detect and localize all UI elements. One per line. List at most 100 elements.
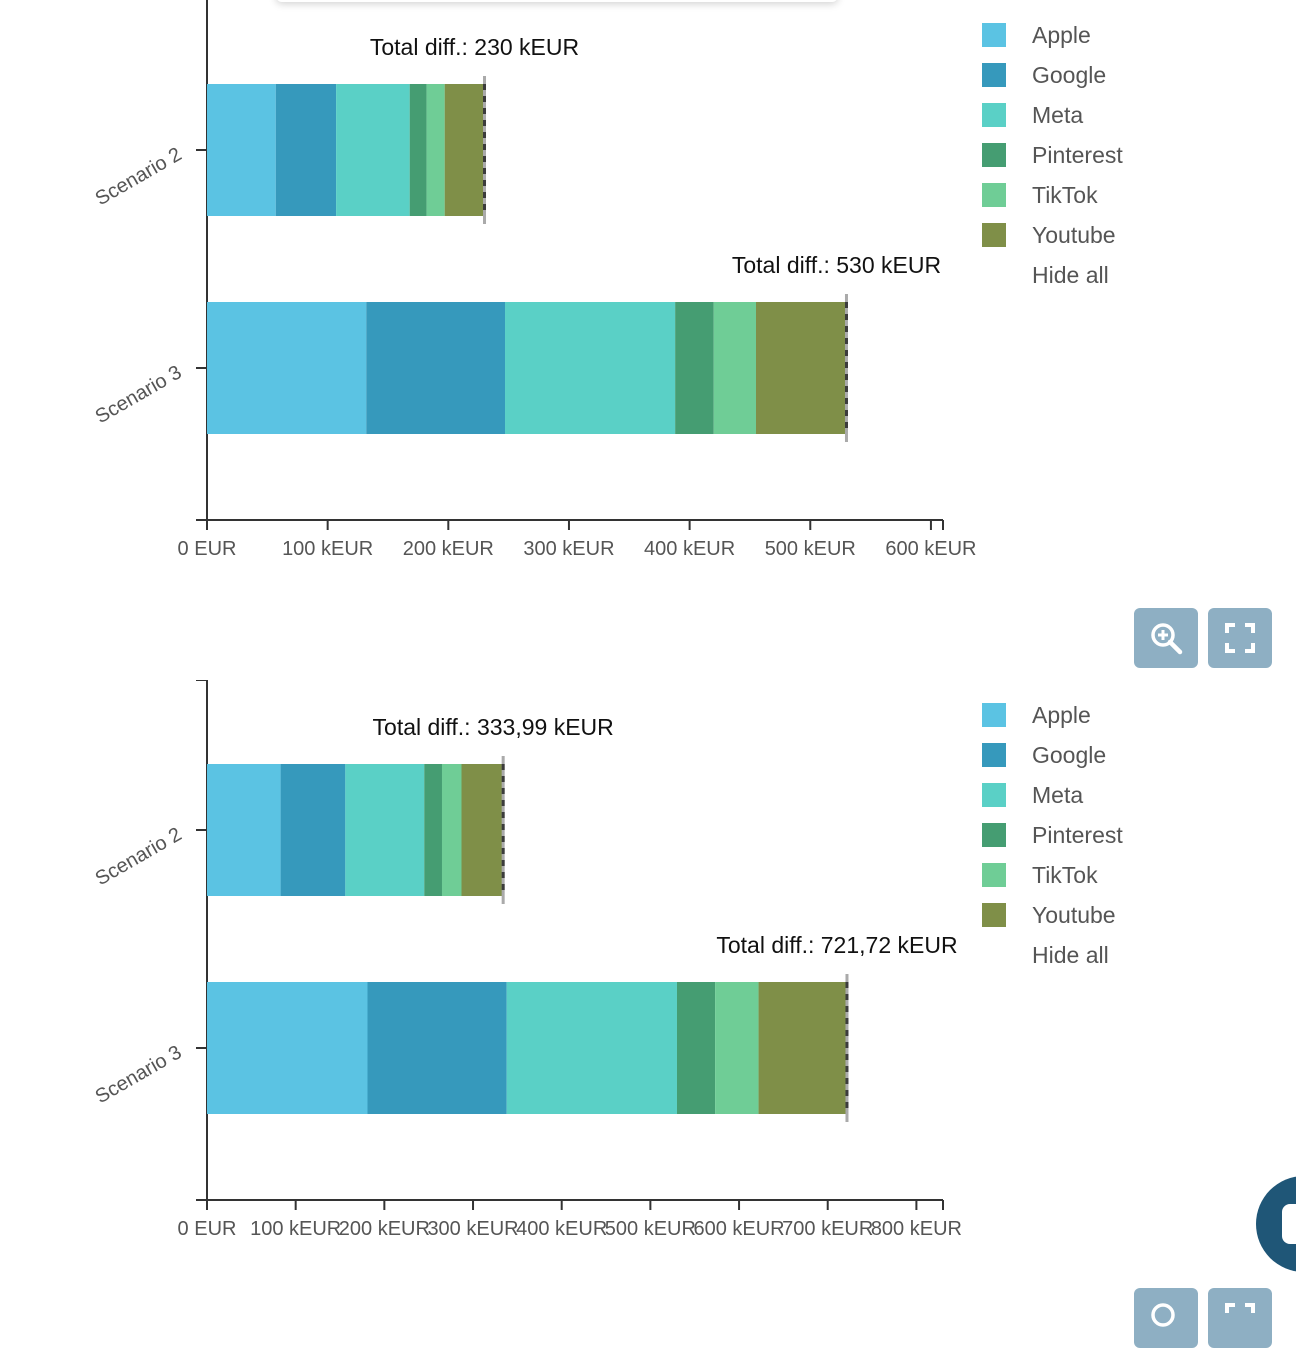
bar-segment-pinterest[interactable] <box>675 302 714 434</box>
bar-segment-google[interactable] <box>367 982 507 1114</box>
legend-label: TikTok <box>1032 861 1098 888</box>
legend-swatch <box>982 223 1006 247</box>
total-diff-annotation: Total diff.: 230 kEUR <box>370 34 579 60</box>
x-tick-label: 700 kEUR <box>782 1218 873 1240</box>
fullscreen-icon <box>1225 1303 1255 1313</box>
legend-item-tiktok[interactable]: TikTok <box>982 175 1123 215</box>
legend-label: Apple <box>1032 701 1091 728</box>
fullscreen-button-2[interactable] <box>1208 1288 1272 1348</box>
bar-segment-tiktok[interactable] <box>441 764 462 896</box>
bar-segment-google[interactable] <box>275 84 337 216</box>
x-tick-label: 300 kEUR <box>523 538 614 560</box>
legend-item-tiktok[interactable]: TikTok <box>982 855 1123 895</box>
chart-2-legend: Apple Google Meta Pinterest TikTok Youtube Hid… <box>982 695 1123 975</box>
legend-item-youtube[interactable]: Youtube <box>982 895 1123 935</box>
bar-segment-pinterest[interactable] <box>409 84 427 216</box>
legend-swatch <box>982 863 1006 887</box>
x-tick-label: 400 kEUR <box>516 1218 607 1240</box>
legend-item-meta[interactable]: Meta <box>982 95 1123 135</box>
x-tick-label: 100 kEUR <box>250 1218 341 1240</box>
bar-segment-meta[interactable] <box>506 982 677 1114</box>
x-tick-label: 300 kEUR <box>427 1218 518 1240</box>
legend-item-pinterest[interactable]: Pinterest <box>982 815 1123 855</box>
bar-segment-youtube[interactable] <box>758 982 848 1114</box>
x-tick-label: 600 kEUR <box>693 1218 784 1240</box>
bar-segment-youtube[interactable] <box>755 302 847 434</box>
x-tick-label: 100 kEUR <box>282 538 373 560</box>
legend-hide-all[interactable]: Hide all <box>982 935 1123 975</box>
legend-label: Pinterest <box>1032 821 1123 848</box>
y-category-label: Scenario 2 <box>92 143 186 210</box>
legend-item-google[interactable]: Google <box>982 55 1123 95</box>
legend-swatch <box>982 703 1006 727</box>
legend-label: Meta <box>1032 781 1084 808</box>
x-tick-label: 200 kEUR <box>339 1218 430 1240</box>
bar-segment-pinterest[interactable] <box>424 764 442 896</box>
legend-hide-all-label: Hide all <box>1032 261 1109 288</box>
legend-swatch <box>982 63 1006 87</box>
bar-segment-meta[interactable] <box>336 84 410 216</box>
x-tick-label: 500 kEUR <box>765 538 856 560</box>
legend-item-youtube[interactable]: Youtube <box>982 215 1123 255</box>
legend-swatch <box>982 743 1006 767</box>
bar-segment-youtube[interactable] <box>444 84 485 216</box>
legend-swatch <box>982 103 1006 127</box>
legend-label: Youtube <box>1032 221 1116 248</box>
fullscreen-button[interactable] <box>1208 608 1272 668</box>
legend-label: Apple <box>1032 21 1091 48</box>
legend-label: Meta <box>1032 101 1084 128</box>
legend-swatch <box>982 823 1006 847</box>
legend-label: Google <box>1032 741 1107 768</box>
bar-segment-apple[interactable] <box>207 764 281 896</box>
zoom-in-icon <box>1151 623 1183 655</box>
tooltip-popup-edge <box>276 0 838 2</box>
bar-segment-pinterest[interactable] <box>676 982 716 1114</box>
bar-segment-apple[interactable] <box>207 982 368 1114</box>
x-tick-label: 600 kEUR <box>885 538 976 560</box>
total-diff-annotation: Total diff.: 333,99 kEUR <box>373 714 614 740</box>
y-category-label: Scenario 2 <box>92 823 186 890</box>
bar-segment-apple[interactable] <box>207 84 276 216</box>
chat-icon <box>1282 1204 1296 1244</box>
x-tick-label: 500 kEUR <box>605 1218 696 1240</box>
fullscreen-icon <box>1225 623 1255 653</box>
legend-label: TikTok <box>1032 181 1098 208</box>
bar-segment-meta[interactable] <box>505 302 676 434</box>
bar-segment-google[interactable] <box>366 302 506 434</box>
y-category-label: Scenario 3 <box>92 361 186 428</box>
total-diff-annotation: Total diff.: 530 kEUR <box>732 252 941 278</box>
legend-label: Pinterest <box>1032 141 1123 168</box>
legend-label: Google <box>1032 61 1107 88</box>
legend-item-pinterest[interactable]: Pinterest <box>982 135 1123 175</box>
x-tick-label: 0 EUR <box>178 538 237 560</box>
bar-segment-tiktok[interactable] <box>715 982 759 1114</box>
legend-item-meta[interactable]: Meta <box>982 775 1123 815</box>
bar-segment-apple[interactable] <box>207 302 367 434</box>
bar-segment-youtube[interactable] <box>461 764 504 896</box>
chart-1-legend: Apple Google Meta Pinterest TikTok Youtube Hid… <box>982 15 1123 295</box>
bar-segment-meta[interactable] <box>345 764 425 896</box>
legend-hide-all[interactable]: Hide all <box>982 255 1123 295</box>
legend-item-apple[interactable]: Apple <box>982 15 1123 55</box>
zoom-in-icon <box>1151 1303 1175 1327</box>
legend-swatch <box>982 143 1006 167</box>
bar-segment-tiktok[interactable] <box>426 84 445 216</box>
x-tick-label: 400 kEUR <box>644 538 735 560</box>
legend-item-apple[interactable]: Apple <box>982 695 1123 735</box>
y-category-label: Scenario 3 <box>92 1041 186 1108</box>
zoom-button[interactable] <box>1134 608 1198 668</box>
total-diff-annotation: Total diff.: 721,72 kEUR <box>716 932 957 958</box>
bar-segment-google[interactable] <box>280 764 346 896</box>
legend-swatch <box>982 23 1006 47</box>
legend-item-google[interactable]: Google <box>982 735 1123 775</box>
legend-label: Youtube <box>1032 901 1116 928</box>
x-tick-label: 800 kEUR <box>871 1218 962 1240</box>
x-tick-label: 200 kEUR <box>403 538 494 560</box>
x-tick-label: 0 EUR <box>178 1218 237 1240</box>
zoom-button-2[interactable] <box>1134 1288 1198 1348</box>
legend-swatch <box>982 183 1006 207</box>
chart-1-svg: 0 EUR 100 kEUR 200 kEUR 300 kEUR 400 kEUR 500… <box>92 0 977 560</box>
bar-segment-tiktok[interactable] <box>713 302 756 434</box>
legend-swatch <box>982 783 1006 807</box>
